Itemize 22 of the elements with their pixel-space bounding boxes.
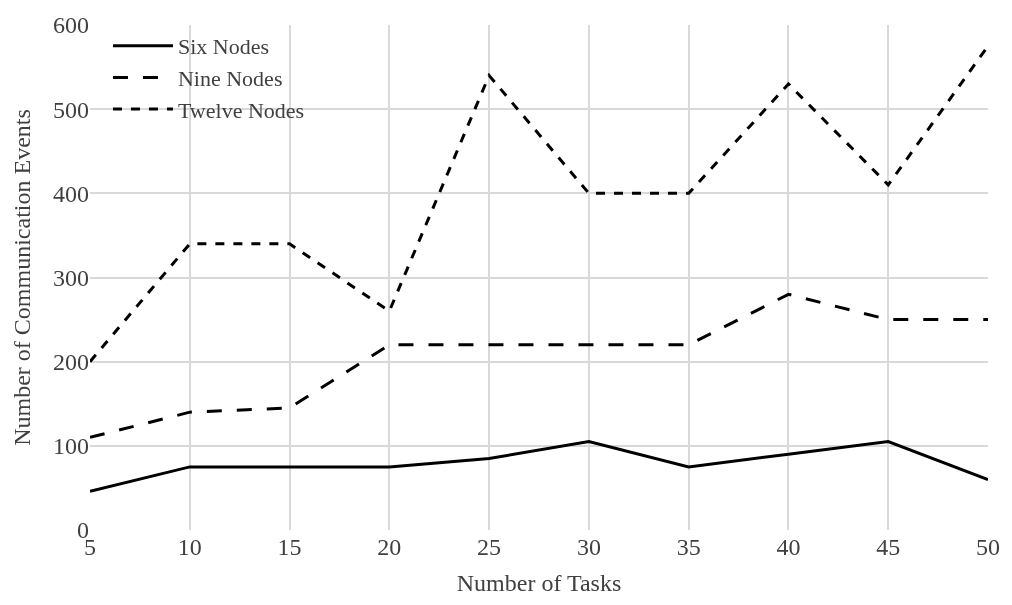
x-axis-title: Number of Tasks	[456, 570, 622, 597]
y-tick-label: 500	[53, 96, 89, 123]
y-tick-label: 100	[53, 433, 89, 460]
legend-label: Twelve Nodes	[177, 97, 305, 123]
x-tick-label: 40	[776, 534, 801, 560]
line-series	[90, 440, 988, 493]
x-tick-label: 25	[477, 534, 502, 560]
x-tick-label: 45	[876, 534, 901, 560]
x-tick-label: 20	[377, 534, 402, 560]
y-tick-label: 400	[53, 180, 89, 207]
y-tick-label: 200	[53, 349, 89, 376]
x-tick-label: 50	[976, 534, 1000, 560]
x-tick-label: 15	[277, 534, 302, 560]
x-tick-label: 35	[676, 534, 701, 560]
line-series	[90, 292, 988, 439]
y-tick-label: 600	[53, 12, 89, 39]
legend-label: Nine Nodes	[177, 65, 283, 91]
y-axis-title: Number of Communication Events	[9, 109, 36, 446]
legend-label: Six Nodes	[177, 34, 270, 60]
x-tick-label: 10	[177, 534, 202, 560]
x-tick-label: 30	[576, 534, 601, 560]
y-tick-label: 300	[53, 264, 89, 291]
